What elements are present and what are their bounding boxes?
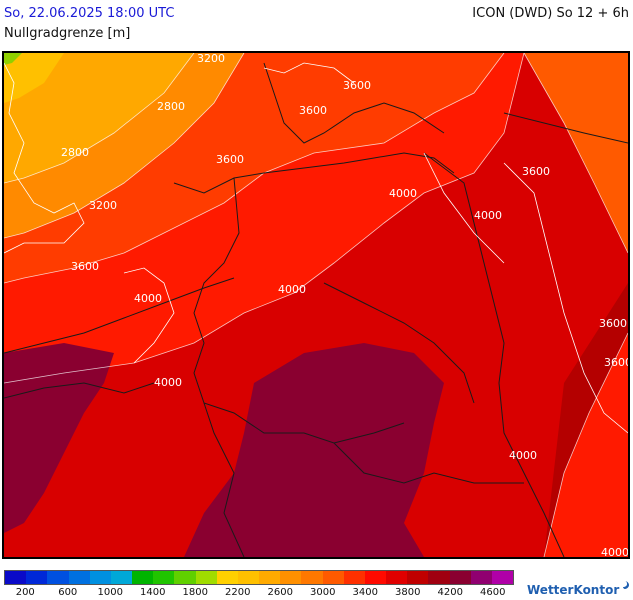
legend-swatch bbox=[407, 571, 429, 584]
legend-swatch bbox=[5, 571, 27, 584]
legend-swatch bbox=[132, 571, 154, 584]
contour-label: 4000 bbox=[474, 209, 502, 222]
legend-color-bar bbox=[4, 570, 514, 585]
contour-label: 3600 bbox=[216, 153, 244, 166]
legend-swatch bbox=[47, 571, 69, 584]
legend-tick-label: 3000 bbox=[310, 587, 336, 598]
legend-swatch bbox=[68, 571, 90, 584]
legend-swatch bbox=[491, 571, 514, 584]
zone-light-orange bbox=[4, 53, 194, 183]
legend-swatch bbox=[386, 571, 408, 584]
freezing-level-map: 3200 3600 2800 2800 3200 3600 3600 3600 … bbox=[2, 51, 630, 559]
contour-label: 4000 bbox=[154, 376, 182, 389]
zone-maroon-south bbox=[184, 343, 444, 557]
legend-swatch bbox=[322, 571, 344, 584]
forecast-datetime: So, 22.06.2025 18:00 UTC bbox=[4, 6, 175, 21]
legend-swatch bbox=[428, 571, 450, 584]
wetterkontor-logo-icon bbox=[623, 581, 629, 589]
contour-label: 4000 bbox=[278, 283, 306, 296]
legend-tick-label: 1000 bbox=[97, 587, 123, 598]
legend-swatch bbox=[174, 571, 196, 584]
zone-orange-red-ne bbox=[524, 53, 628, 253]
contour-label: 2800 bbox=[61, 146, 89, 159]
contour-label: 4000 bbox=[134, 292, 162, 305]
brand-logo[interactable]: WetterKontor bbox=[527, 583, 620, 597]
legend-swatch bbox=[195, 571, 217, 584]
legend-swatch bbox=[364, 571, 387, 584]
legend-swatch bbox=[343, 571, 365, 584]
legend-swatch bbox=[470, 571, 492, 584]
legend-swatch bbox=[26, 571, 48, 584]
legend-swatch bbox=[280, 571, 302, 584]
legend-swatch bbox=[449, 571, 471, 584]
contour-label: 3200 bbox=[197, 53, 225, 65]
legend-tick-label: 200 bbox=[15, 587, 35, 598]
legend-swatch bbox=[153, 571, 175, 584]
contour-label: 3600 bbox=[522, 165, 550, 178]
legend-tick-labels: 200 600 1000 1400 1800 2200 2600 3000 3400 3800 42… bbox=[4, 585, 514, 599]
contour-label: 4000 bbox=[601, 546, 628, 557]
legend-swatch bbox=[259, 571, 281, 584]
map-canvas: 3200 3600 2800 2800 3200 3600 3600 3600 … bbox=[4, 53, 628, 557]
color-legend: 200 600 1000 1400 1800 2200 2600 3000 3400 3800 42… bbox=[4, 570, 514, 599]
legend-tick-label: 1400 bbox=[140, 587, 166, 598]
legend-tick-label: 1800 bbox=[182, 587, 208, 598]
contour-label: 3600 bbox=[71, 260, 99, 273]
legend-tick-label: 2200 bbox=[225, 587, 251, 598]
legend-tick-label: 3800 bbox=[395, 587, 421, 598]
zone-yellow bbox=[4, 53, 64, 103]
legend-swatch bbox=[216, 571, 238, 584]
zone-green bbox=[4, 53, 22, 65]
contour-label: 3600 bbox=[599, 317, 627, 330]
coastlines bbox=[4, 62, 628, 434]
contour-label: 2800 bbox=[157, 100, 185, 113]
contour-label: 3600 bbox=[343, 79, 371, 92]
country-borders bbox=[4, 62, 628, 557]
parameter-label: Nullgradgrenze [m] bbox=[4, 26, 131, 41]
contour-label: 4000 bbox=[509, 449, 537, 462]
isolines bbox=[4, 53, 628, 557]
contour-label: 3600 bbox=[299, 104, 327, 117]
legend-swatch bbox=[237, 571, 260, 584]
zone-red-east bbox=[4, 53, 628, 557]
legend-swatch bbox=[301, 571, 323, 584]
contour-labels: 3200 3600 2800 2800 3200 3600 3600 3600 … bbox=[61, 53, 628, 557]
legend-swatch bbox=[110, 571, 133, 584]
legend-swatch bbox=[89, 571, 111, 584]
contour-label: 3600 bbox=[604, 356, 628, 369]
legend-tick-label: 4200 bbox=[437, 587, 463, 598]
contour-label: 3200 bbox=[89, 199, 117, 212]
zone-maroon-west bbox=[4, 343, 114, 533]
legend-tick-label: 3400 bbox=[352, 587, 378, 598]
legend-tick-label: 2600 bbox=[267, 587, 293, 598]
legend-tick-label: 600 bbox=[58, 587, 78, 598]
legend-tick-label: 4600 bbox=[480, 587, 506, 598]
model-run-label: ICON (DWD) So 12 + 6h bbox=[472, 6, 629, 21]
contour-label: 4000 bbox=[389, 187, 417, 200]
